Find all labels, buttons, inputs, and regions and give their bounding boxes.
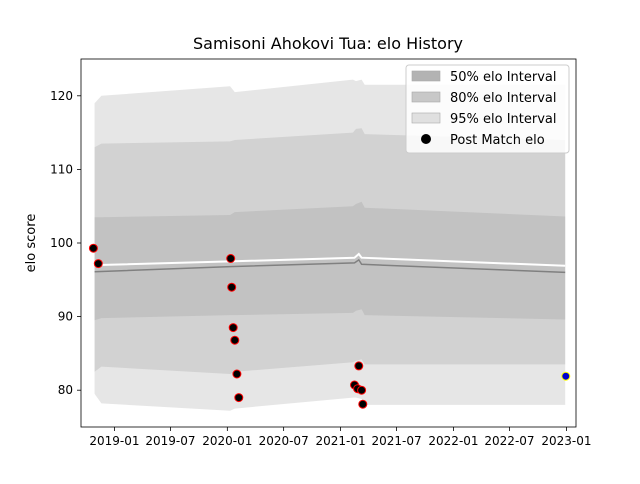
chart-title: Samisoni Ahokovi Tua: elo History bbox=[193, 34, 463, 53]
data-point bbox=[93, 259, 103, 269]
data-point bbox=[227, 282, 237, 292]
legend-swatch bbox=[411, 91, 441, 103]
legend-label: Post Match elo bbox=[450, 133, 545, 148]
data-point bbox=[228, 323, 238, 333]
data-point bbox=[561, 371, 571, 381]
data-point bbox=[232, 369, 242, 379]
y-tick-label: 100 bbox=[50, 236, 73, 250]
y-axis-label: elo score bbox=[24, 214, 39, 273]
post-match-points bbox=[88, 243, 571, 409]
y-tick-label: 80 bbox=[58, 383, 73, 397]
data-point bbox=[226, 254, 236, 263]
legend-swatch bbox=[411, 112, 441, 124]
legend-box bbox=[405, 64, 570, 154]
x-tick-label: 2019-07 bbox=[145, 434, 195, 448]
band-95-interval bbox=[94, 79, 566, 411]
x-tick-label: 2019-01 bbox=[89, 434, 139, 448]
band-80-interval bbox=[94, 128, 566, 374]
y-tick-label: 90 bbox=[58, 310, 73, 324]
y-tick-label: 110 bbox=[50, 162, 73, 176]
axes: 2019-01 2019-07 2020-01 2020-07 2021-01 2021-… bbox=[50, 58, 591, 448]
legend-label: 80% elo Interval bbox=[450, 91, 557, 106]
y-tick-label: 120 bbox=[50, 89, 73, 103]
legend-swatch bbox=[411, 70, 441, 82]
legend-label: 95% elo Interval bbox=[450, 112, 557, 127]
legend: 50% elo Interval 80% elo Interval 95% elo … bbox=[405, 64, 570, 154]
x-tick-label: 2023-01 bbox=[541, 434, 591, 448]
data-point bbox=[357, 385, 367, 395]
band-50-interval bbox=[94, 201, 566, 321]
data-point bbox=[230, 335, 240, 345]
elo-line-2 bbox=[94, 258, 566, 274]
legend-marker bbox=[421, 134, 431, 144]
legend-label: 50% elo Interval bbox=[450, 70, 557, 85]
x-tick-label: 2022-07 bbox=[484, 434, 534, 448]
x-tick-label: 2022-01 bbox=[428, 434, 478, 448]
elo-lines bbox=[94, 252, 566, 274]
data-point bbox=[358, 399, 368, 409]
data-point bbox=[88, 243, 98, 253]
x-tick-label: 2020-07 bbox=[259, 434, 309, 448]
x-tick-label: 2021-01 bbox=[315, 434, 365, 448]
interval-bands bbox=[94, 79, 566, 411]
elo-line-1 bbox=[94, 252, 566, 267]
x-tick-label: 2021-07 bbox=[371, 434, 421, 448]
x-tick-label: 2020-01 bbox=[202, 434, 252, 448]
data-point bbox=[354, 361, 364, 371]
data-point bbox=[234, 393, 244, 403]
